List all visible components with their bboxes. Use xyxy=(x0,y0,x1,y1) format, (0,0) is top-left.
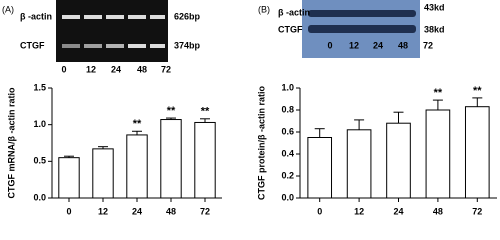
lane-label: 48 xyxy=(137,64,147,74)
blot-size-label: 38kd xyxy=(424,24,445,34)
y-tick-label: 0.8 xyxy=(281,104,294,114)
significance-label: ** xyxy=(473,85,482,97)
lane-label: 0 xyxy=(61,64,66,74)
blot-band-label: β -actin xyxy=(278,7,310,17)
x-tick-label: 48 xyxy=(433,206,443,216)
lane-label: 24 xyxy=(111,64,121,74)
significance-label: ** xyxy=(133,118,142,130)
lane-label: 12 xyxy=(86,64,96,74)
bar xyxy=(386,122,411,199)
y-tick-label: 0.0 xyxy=(33,192,46,202)
blot-band-label: CTGF xyxy=(278,24,303,34)
y-tick-label: 1.0 xyxy=(33,119,46,129)
x-tick-label: 0 xyxy=(317,206,322,216)
gel-bands xyxy=(62,15,165,48)
lane-label: 48 xyxy=(398,40,408,50)
x-tick-label: 24 xyxy=(132,206,142,216)
x-tick-label: 0 xyxy=(66,206,71,216)
blot-size-label: 374bp xyxy=(174,40,201,50)
y-tick-label: 0.0 xyxy=(281,192,294,202)
blot-bands xyxy=(308,10,416,33)
x-tick-label: 72 xyxy=(200,206,210,216)
blot-size-label: 43kd xyxy=(424,2,445,12)
x-tick-label: 48 xyxy=(166,206,176,216)
y-tick-label: 1.5 xyxy=(33,82,46,92)
lane-label: 0 xyxy=(327,40,332,50)
significance-label: ** xyxy=(434,87,443,99)
panel-label: (B) xyxy=(258,4,270,14)
x-tick-label: 12 xyxy=(98,206,108,216)
bar xyxy=(58,157,80,199)
significance-label: ** xyxy=(167,105,176,117)
figure: (A) β -actin CTGF 626bp 374bp 0 12 24 48 72 0.0 0.5… xyxy=(2,0,497,216)
lane-label: 12 xyxy=(349,40,359,50)
y-axis-label: CTGF mRNA/β -actin ratio xyxy=(6,87,16,198)
y-tick-label: 0.2 xyxy=(281,170,294,180)
bar xyxy=(346,129,372,199)
blot-band-label: CTGF xyxy=(20,40,45,50)
bar xyxy=(160,119,182,199)
bar xyxy=(126,134,148,199)
blot-size-label: 626bp xyxy=(174,11,201,21)
bar xyxy=(464,106,490,199)
blot-band-label: β -actin xyxy=(20,11,52,21)
lane-label: 72 xyxy=(423,40,433,50)
gel-image xyxy=(56,0,168,62)
y-axis-label: CTGF protein/β -actin ratio xyxy=(256,86,266,200)
y-tick-label: 1.0 xyxy=(281,82,294,92)
bar xyxy=(425,109,451,199)
bar xyxy=(307,137,333,199)
y-tick-label: 0.5 xyxy=(33,156,46,166)
x-tick-label: 72 xyxy=(472,206,482,216)
y-tick-label: 0.4 xyxy=(281,148,294,158)
panel-label: (A) xyxy=(2,4,14,14)
significance-label: ** xyxy=(201,106,210,118)
x-tick-label: 24 xyxy=(393,206,403,216)
y-tick-label: 0.6 xyxy=(281,126,294,136)
bar xyxy=(92,148,114,199)
x-tick-label: 12 xyxy=(354,206,364,216)
lane-label: 24 xyxy=(373,40,383,50)
lane-label: 72 xyxy=(161,64,171,74)
bar xyxy=(194,121,216,199)
